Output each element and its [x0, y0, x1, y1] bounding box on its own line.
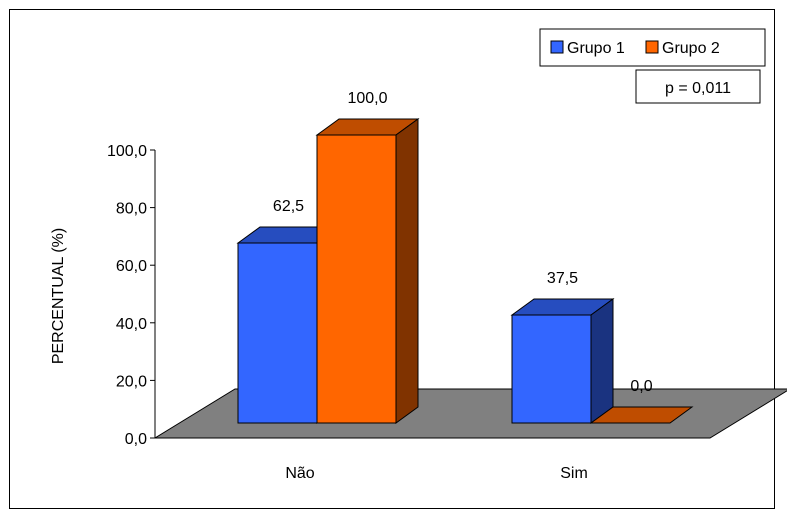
bar-front-face — [511, 314, 592, 424]
data-label: 0,0 — [630, 378, 652, 395]
y-tick-label: 20,0 — [116, 373, 147, 390]
legend-swatch-grupo-1 — [550, 40, 564, 54]
p-value-text: p = 0,011 — [665, 80, 731, 97]
p-value-box: p = 0,011 — [635, 69, 761, 104]
legend-label-grupo-2: Grupo 2 — [662, 40, 720, 57]
bar — [315, 118, 420, 424]
data-labels: 62,5 100,0 37,5 0,0 — [273, 90, 653, 395]
bar-side-face — [395, 118, 419, 424]
legend-label-grupo-1: Grupo 1 — [567, 40, 625, 57]
data-label: 62,5 — [273, 198, 304, 215]
y-tick-label: 60,0 — [116, 258, 147, 275]
bar-side-face — [590, 298, 614, 424]
data-label: 100,0 — [347, 90, 387, 107]
y-axis: 0,0 20,0 40,0 60,0 80,0 100,0 Não Sim — [107, 143, 588, 482]
bar — [510, 298, 615, 424]
y-axis-title: PERCENTUAL (%) — [50, 228, 67, 364]
legend-swatch-grupo-2 — [645, 40, 659, 54]
y-tick-label: 0,0 — [125, 431, 147, 448]
bars — [236, 118, 694, 424]
y-tick-label: 40,0 — [116, 316, 147, 333]
x-tick-label: Não — [285, 465, 314, 482]
y-tick-label: 80,0 — [116, 201, 147, 218]
bar-top-face — [589, 406, 694, 424]
p-value-frame — [635, 69, 761, 104]
y-tick-label: 100,0 — [107, 143, 147, 160]
data-label: 37,5 — [547, 270, 578, 287]
x-tick-label: Sim — [560, 465, 588, 482]
bar — [589, 406, 694, 424]
legend: Grupo 1 Grupo 2 — [539, 28, 766, 67]
bar-front-face — [316, 134, 397, 424]
bar-front-face — [237, 242, 318, 424]
